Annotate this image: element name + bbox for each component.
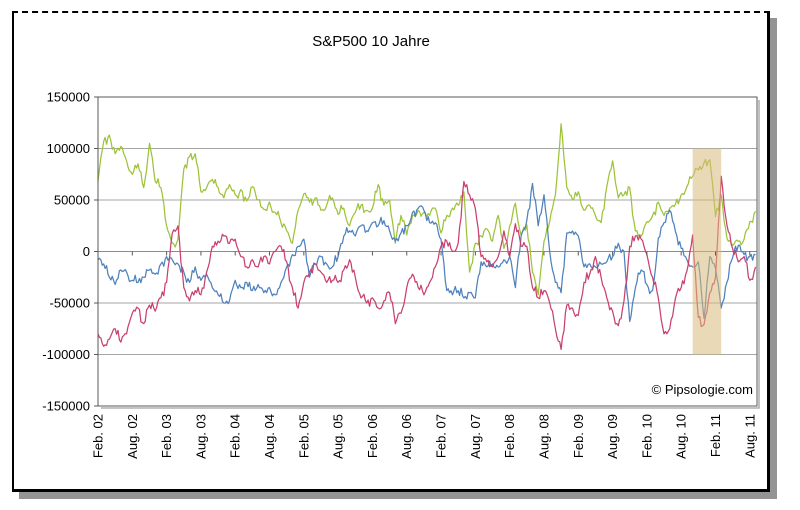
y-axis-label: -100000 — [42, 347, 90, 362]
axis-labels: 150000100000500000-50000-100000-150000Fe… — [42, 90, 757, 459]
x-axis-label: Aug. 03 — [193, 414, 208, 459]
y-axis-label: -50000 — [50, 296, 90, 311]
x-axis-label: Feb. 10 — [639, 414, 654, 458]
x-axis-label: Aug. 02 — [125, 414, 140, 459]
y-axis-label: 150000 — [47, 90, 90, 105]
x-axis-label: Aug. 06 — [399, 414, 414, 459]
x-axis-label: Aug. 04 — [262, 414, 277, 459]
pink-series-line — [97, 175, 757, 351]
highlight-band — [692, 148, 722, 355]
x-axis-label: Aug. 07 — [468, 414, 483, 459]
x-axis-label: Feb. 11 — [708, 414, 723, 457]
x-axis-label: Feb. 06 — [365, 414, 380, 458]
plot-shadow-line — [101, 100, 760, 409]
axes — [94, 96, 758, 407]
gridlines — [98, 96, 757, 407]
x-axis-label: Feb. 05 — [296, 414, 311, 458]
blue-series-line — [97, 182, 756, 323]
y-axis-label: 50000 — [54, 193, 90, 208]
plot-area-shadow — [101, 100, 760, 409]
x-axis-label: Aug. 08 — [537, 414, 552, 459]
highlight-band-rect — [692, 148, 722, 355]
y-axis-label: 100000 — [47, 141, 90, 156]
chart-title: S&P500 10 Jahre — [312, 33, 430, 50]
x-axis-label: Feb. 07 — [434, 414, 449, 458]
x-axis-label: Aug. 09 — [605, 414, 620, 459]
y-axis-label: -150000 — [42, 399, 90, 414]
x-axis-label: Aug. 05 — [331, 414, 346, 459]
x-axis-label: Aug. 11 — [742, 414, 757, 458]
x-axis-label: Feb. 09 — [571, 414, 586, 458]
x-axis-label: Feb. 04 — [228, 414, 243, 458]
x-axis-label: Feb. 08 — [502, 414, 517, 458]
y-axis-label: 0 — [83, 244, 90, 259]
green-series-line — [97, 123, 757, 296]
data-series-lines — [97, 123, 757, 351]
x-axis-label: Feb. 02 — [91, 414, 106, 458]
x-axis-label: Aug. 10 — [674, 414, 689, 459]
x-axis-label: Feb. 03 — [159, 414, 174, 458]
copyright-notice: © Pipsologie.com — [651, 382, 753, 397]
